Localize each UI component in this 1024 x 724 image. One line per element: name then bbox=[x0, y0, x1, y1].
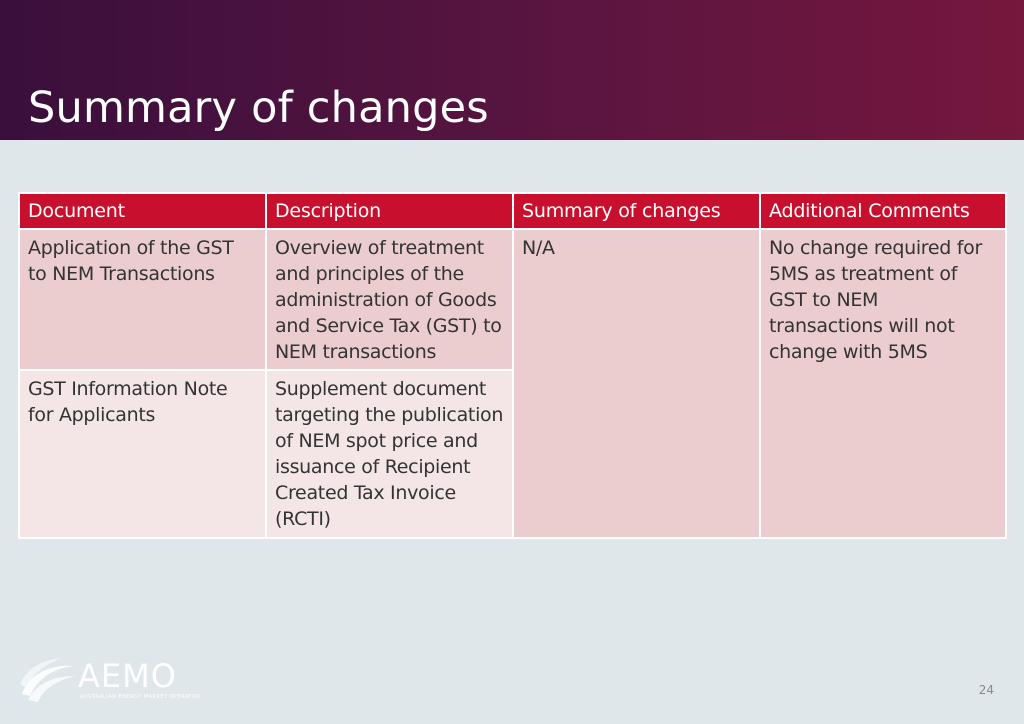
logo-wordmark: AEMO bbox=[78, 657, 177, 695]
header-document: Document bbox=[20, 194, 265, 228]
cell-additional-comments: No change required for 5MS as treatment … bbox=[761, 230, 1005, 537]
summary-table: Document Description Summary of changes … bbox=[18, 192, 1007, 539]
page-number: 24 bbox=[978, 683, 994, 697]
table-row: GST Information Note for Applicants Supp… bbox=[20, 371, 1005, 537]
cell-description: Supplement document targeting the public… bbox=[267, 371, 512, 537]
cell-summary-of-changes: N/A bbox=[514, 230, 759, 537]
header-summary-of-changes: Summary of changes bbox=[514, 194, 759, 228]
cell-description: Overview of treatment and principles of … bbox=[267, 230, 512, 369]
header-description: Description bbox=[267, 194, 512, 228]
logo-tagline: AUSTRALIAN ENERGY MARKET OPERATOR bbox=[80, 694, 201, 700]
cell-document: Application of the GST to NEM Transactio… bbox=[20, 230, 265, 369]
table-row: Application of the GST to NEM Transactio… bbox=[20, 230, 1005, 537]
table-header-row: Document Description Summary of changes … bbox=[20, 194, 1005, 228]
header-additional-comments: Additional Comments bbox=[761, 194, 1005, 228]
slide-header: Summary of changes bbox=[0, 0, 1024, 140]
cell-document: GST Information Note for Applicants bbox=[20, 371, 265, 537]
slide-title: Summary of changes bbox=[28, 83, 489, 133]
aemo-swirl-icon bbox=[20, 658, 76, 702]
aemo-logo: AEMO AUSTRALIAN ENERGY MARKET OPERATOR bbox=[18, 654, 200, 706]
